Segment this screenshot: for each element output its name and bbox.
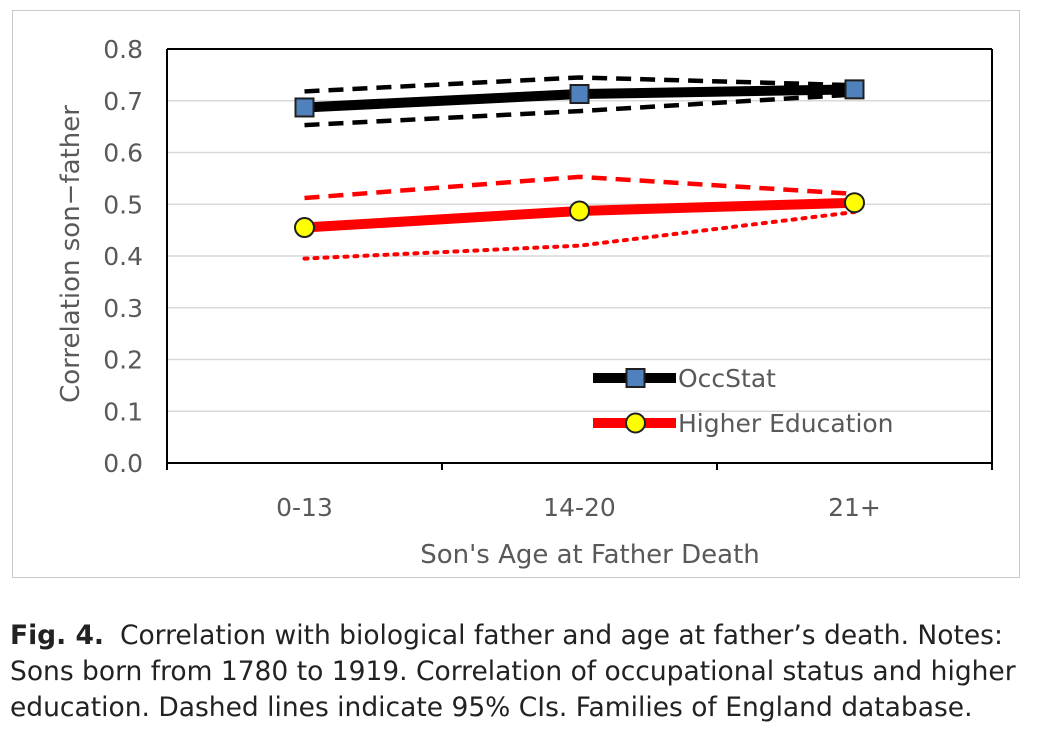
y-tick-label: 0.3 [103, 294, 143, 323]
figure-caption-text: Correlation with biological father and a… [10, 620, 1016, 723]
figure-caption: Fig. 4. Correlation with biological fathe… [10, 618, 1030, 726]
y-tick-label: 0.6 [103, 139, 143, 168]
y-tick-label: 0.7 [103, 87, 143, 116]
y-tick-label: 0.5 [103, 190, 143, 219]
y-tick-label: 0.0 [103, 449, 143, 478]
y-tick-label: 0.8 [103, 35, 143, 64]
y-tick-label: 0.1 [103, 397, 143, 426]
data-point [844, 192, 865, 214]
data-point [569, 84, 590, 105]
legend-label: Higher Education [678, 409, 894, 438]
data-point [294, 217, 315, 239]
correlation-line-chart: 0.00.10.20.30.40.50.60.70.80-13 14-20 21+ … [56, 35, 993, 570]
x-tick-label: 14-20 [543, 493, 616, 522]
series-markers [294, 79, 865, 239]
x-axis-title: Son's Age at Father Death [420, 540, 760, 570]
y-tick-label: 0.4 [103, 242, 143, 271]
confidence-intervals [302, 75, 857, 261]
y-tick-label: 0.2 [103, 346, 143, 375]
ci-line-ci-lower [304, 92, 855, 128]
legend: OccStat Higher Education [593, 364, 894, 438]
data-point [294, 97, 315, 118]
chart-frame: 0.0 0.1 0.2 0.3 0.4 0.5 0.6 0.7 0.8 0-13 14-20 21+ … [12, 10, 1020, 578]
ci-line-ci-upper [304, 75, 855, 94]
x-tick-label: 21+ [828, 493, 881, 522]
legend-swatch-marker [625, 412, 646, 434]
y-axis-title: Correlation son−father [56, 105, 86, 403]
axes: 0.0 0.1 0.2 0.3 0.4 0.5 0.6 0.7 0.8 0-13 14-20 21+ [103, 35, 993, 522]
ci-line-ci-lower [302, 210, 857, 261]
legend-swatch-marker [625, 368, 646, 388]
ci-line-ci-upper [304, 174, 855, 201]
x-tick-label: 0-13 [276, 493, 333, 522]
figure-label: Fig. 4. [10, 620, 104, 651]
data-point [844, 79, 865, 100]
data-point [569, 200, 590, 222]
legend-label: OccStat [678, 364, 776, 393]
